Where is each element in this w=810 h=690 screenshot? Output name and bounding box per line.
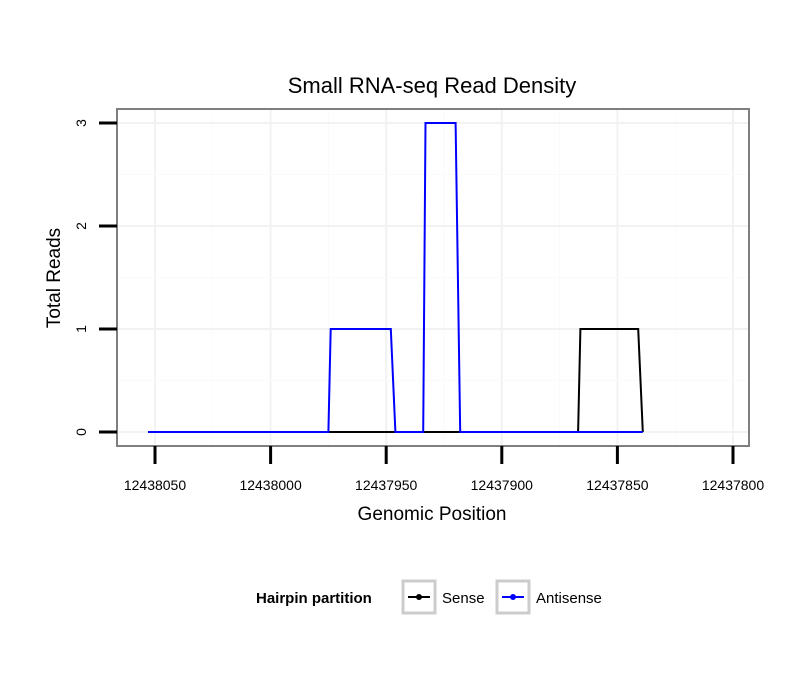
legend-dot-sense (416, 594, 422, 600)
chart-title: Small RNA-seq Read Density (288, 73, 577, 98)
x-tick-label: 12438050 (124, 477, 187, 493)
legend: Hairpin partition Sense Antisense (256, 579, 602, 615)
y-tick-label: 0 (73, 428, 89, 436)
y-tick-label: 2 (73, 222, 89, 230)
y-tick-label: 1 (73, 325, 89, 333)
x-tick-label: 12437900 (471, 477, 534, 493)
legend-label-sense: Sense (442, 590, 485, 607)
series-line-sense (148, 328, 644, 433)
x-tick-label: 12438000 (239, 477, 302, 493)
series-line-antisense (148, 122, 643, 433)
legend-item-antisense: Antisense (495, 579, 602, 615)
legend-item-sense: Sense (401, 579, 485, 615)
y-axis-title: Total Reads (44, 228, 65, 328)
x-tick-label: 12437850 (586, 477, 649, 493)
series-group (148, 122, 644, 433)
x-tick-label: 12437800 (702, 477, 765, 493)
y-tick-label: 3 (73, 119, 89, 127)
x-axis-title: Genomic Position (358, 504, 507, 525)
legend-title: Hairpin partition (256, 590, 372, 607)
x-axis: 12438050 12438000 12437950 12437900 12437850… (124, 446, 765, 493)
x-tick-label: 12437950 (355, 477, 418, 493)
legend-dot-antisense (510, 594, 516, 600)
grid (117, 109, 749, 446)
y-axis: 0 1 2 3 (73, 119, 117, 436)
legend-label-antisense: Antisense (536, 590, 602, 607)
plot-panel-border (116, 108, 750, 447)
